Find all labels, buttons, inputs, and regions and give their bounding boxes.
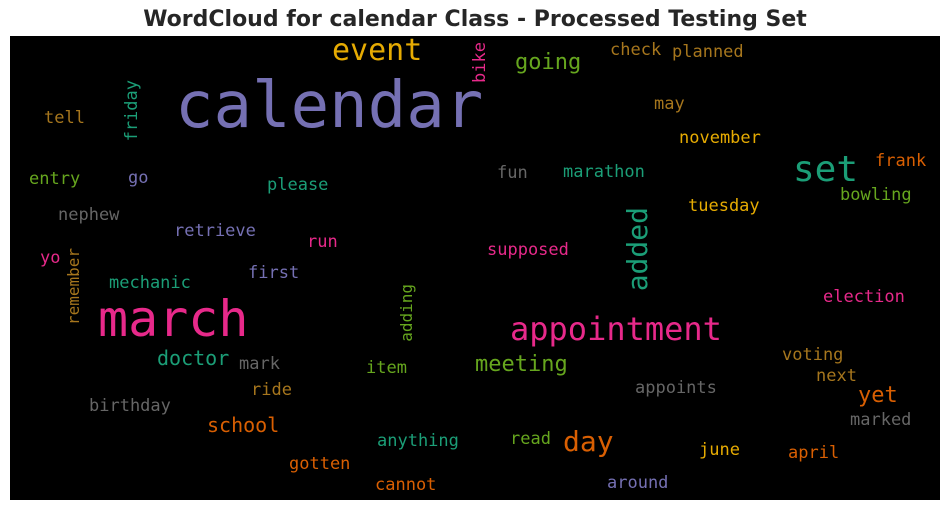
word-next: next xyxy=(816,366,857,386)
word-nephew: nephew xyxy=(58,205,120,225)
word-entry: entry xyxy=(29,169,81,189)
word-set: set xyxy=(793,149,859,190)
word-mechanic: mechanic xyxy=(109,273,191,293)
word-read: read xyxy=(510,429,551,449)
word-june: june xyxy=(699,440,740,460)
word-tell: tell xyxy=(44,108,85,128)
chart-title: WordCloud for calendar Class - Processed… xyxy=(143,7,807,32)
word-doctor: doctor xyxy=(157,346,230,370)
word-frank: frank xyxy=(875,151,927,171)
word-event: event xyxy=(332,36,423,68)
word-check: check xyxy=(610,40,662,60)
word-gotten: gotten xyxy=(289,454,351,474)
word-yet: yet xyxy=(858,383,898,408)
word-go: go xyxy=(128,168,149,188)
word-appointment: appointment xyxy=(510,310,722,348)
word-school: school xyxy=(207,413,280,437)
word-meeting: meeting xyxy=(475,352,568,377)
word-supposed: supposed xyxy=(487,240,569,260)
word-friday: friday xyxy=(122,80,142,142)
word-election: election xyxy=(823,287,905,307)
word-adding: adding xyxy=(397,284,416,342)
word-appoints: appoints xyxy=(635,378,717,398)
word-birthday: birthday xyxy=(89,396,171,416)
word-run: run xyxy=(307,232,338,252)
word-cloud: calendar march appointment set event added day… xyxy=(10,36,940,500)
word-first: first xyxy=(248,263,300,283)
word-marked: marked xyxy=(850,410,912,430)
word-bowling: bowling xyxy=(840,185,912,205)
word-cannot: cannot xyxy=(375,475,437,495)
word-day: day xyxy=(563,425,614,458)
word-calendar: calendar xyxy=(175,69,484,143)
word-remember: remember xyxy=(64,248,83,326)
word-item: item xyxy=(366,358,407,378)
word-bike: bike xyxy=(470,42,490,83)
word-voting: voting xyxy=(782,345,844,365)
word-april: april xyxy=(788,443,840,463)
word-anything: anything xyxy=(377,431,459,451)
word-planned: planned xyxy=(672,42,744,62)
word-around: around xyxy=(607,473,669,493)
word-ride: ride xyxy=(251,380,292,400)
word-yo: yo xyxy=(40,248,61,268)
word-march: march xyxy=(98,290,249,348)
word-november: november xyxy=(679,128,761,148)
word-tuesday: tuesday xyxy=(688,196,760,216)
word-going: going xyxy=(515,50,582,75)
word-please: please xyxy=(267,175,329,195)
word-added: added xyxy=(621,207,654,292)
word-mark: mark xyxy=(239,354,280,374)
word-fun: fun xyxy=(497,163,528,183)
word-marathon: marathon xyxy=(563,162,645,182)
word-retrieve: retrieve xyxy=(174,221,256,241)
word-may: may xyxy=(654,94,685,114)
